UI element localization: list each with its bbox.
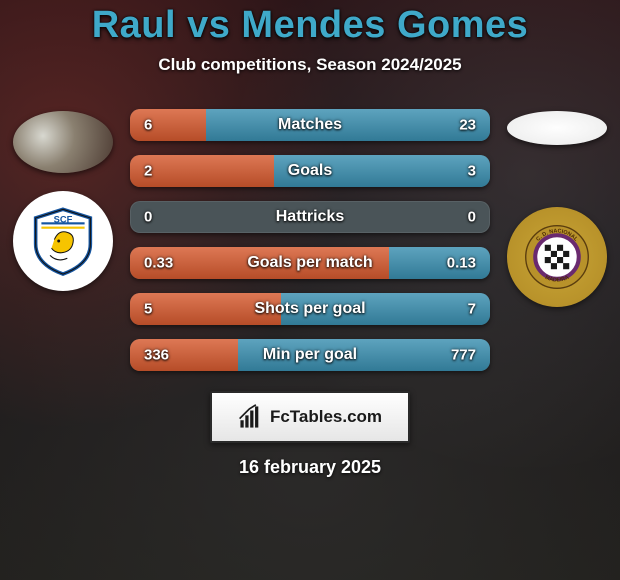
right-player-column: C. D. NACIONAL MADEIRA: [502, 103, 612, 307]
left-club-badge: SCF: [13, 191, 113, 291]
stat-label: Goals per match: [247, 254, 372, 272]
watermark: FcTables.com: [210, 391, 410, 443]
stat-right-value: 0.13: [447, 255, 476, 272]
stat-bars: 623Matches23Goals00Hattricks0.330.13Goal…: [130, 103, 490, 371]
stat-right-value: 23: [459, 117, 476, 134]
nacional-badge-icon: C. D. NACIONAL MADEIRA: [523, 223, 591, 291]
stat-right-value: 777: [451, 347, 476, 364]
stat-row: 6 23 Matches: [130, 109, 490, 141]
stat-label: Goals: [288, 162, 332, 180]
stat-label: Matches: [278, 116, 342, 134]
page-title: Raul vs Mendes Gomes: [92, 4, 529, 47]
stat-bar-right-segment: [206, 109, 490, 141]
stat-left-value: 336: [144, 347, 169, 364]
stat-left-value: 0: [144, 209, 152, 226]
stat-row: 0.33 0.13 Goals per match: [130, 247, 490, 279]
left-player-avatar: [13, 111, 113, 173]
stat-label: Min per goal: [263, 346, 357, 364]
watermark-text: FcTables.com: [270, 407, 382, 427]
stat-right-value: 0: [468, 209, 476, 226]
main-row: SCF 623Matches23Goals00Hattricks0.330.13…: [0, 103, 620, 371]
svg-text:SCF: SCF: [54, 214, 73, 224]
stat-label: Shots per goal: [254, 300, 365, 318]
stat-left-value: 0.33: [144, 255, 173, 272]
stat-left-value: 5: [144, 301, 152, 318]
scf-shield-icon: SCF: [27, 205, 99, 277]
stat-left-value: 6: [144, 117, 152, 134]
stat-left-value: 2: [144, 163, 152, 180]
stat-bar-left-segment: [130, 109, 206, 141]
stat-row: 0 0 Hattricks: [130, 201, 490, 233]
stat-right-value: 7: [468, 301, 476, 318]
right-player-avatar: [507, 111, 607, 145]
comparison-card: Raul vs Mendes Gomes Club competitions, …: [0, 0, 620, 580]
left-player-column: SCF: [8, 103, 118, 291]
stat-row: 2 3 Goals: [130, 155, 490, 187]
subtitle: Club competitions, Season 2024/2025: [158, 55, 461, 75]
stat-row: 336 777 Min per goal: [130, 339, 490, 371]
right-club-badge: C. D. NACIONAL MADEIRA: [507, 207, 607, 307]
fctables-logo-icon: [238, 404, 264, 430]
stat-right-value: 3: [468, 163, 476, 180]
stat-label: Hattricks: [276, 208, 344, 226]
stat-row: 5 7 Shots per goal: [130, 293, 490, 325]
date-text: 16 february 2025: [239, 457, 381, 478]
